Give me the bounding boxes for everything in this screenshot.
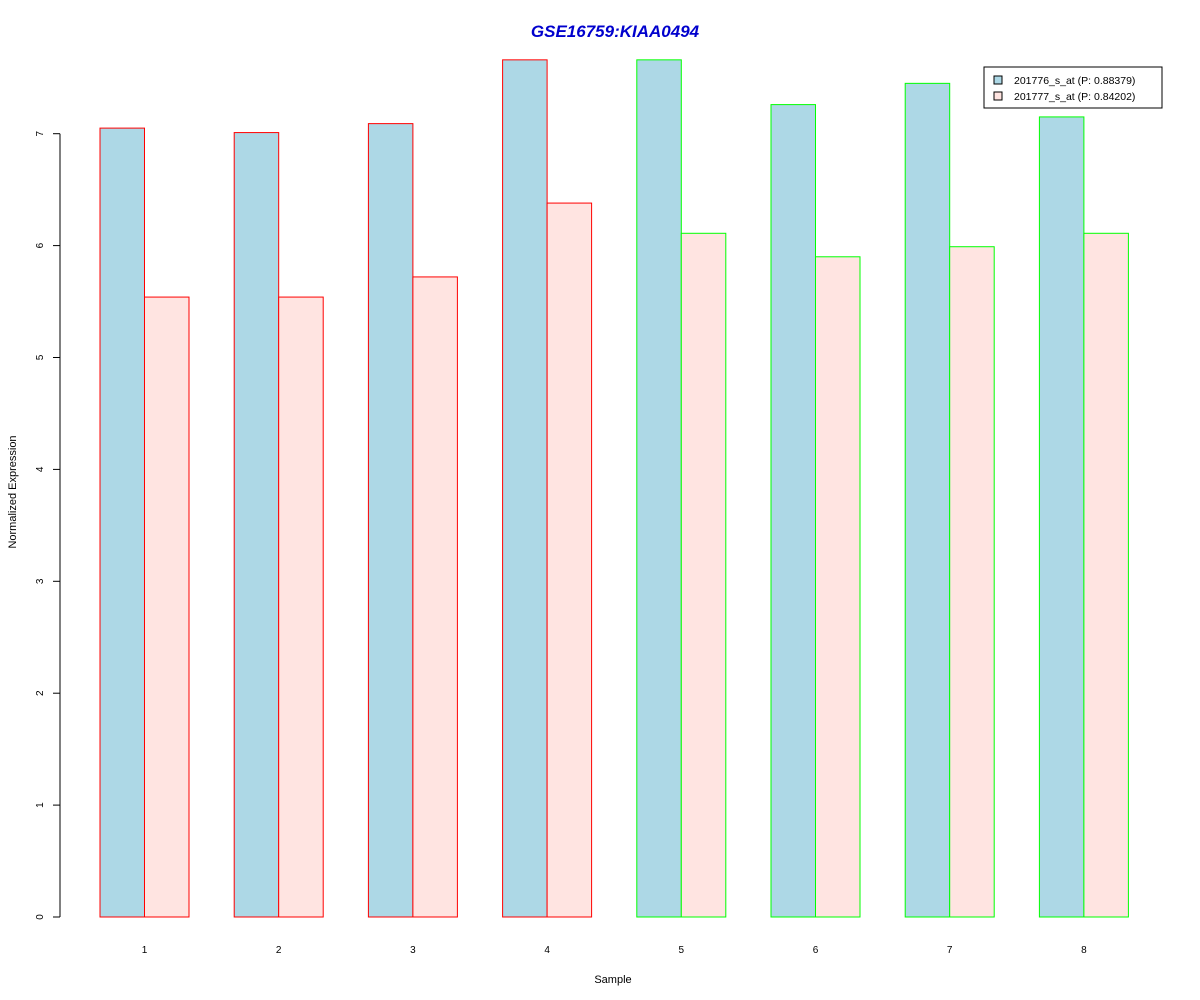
bar-a-sample-6 [770,104,816,918]
bar-a-sample-3 [367,123,414,918]
bar-b-sample-4 [546,202,593,918]
y-tick-label: 5 [35,354,46,360]
bar-b-sample-2 [278,296,324,918]
y-tick-label: 3 [35,578,46,584]
x-tick-label: 8 [1081,945,1087,956]
x-tick-label: 6 [813,945,819,956]
legend-label: 201776_s_at (P: 0.88379) [1014,75,1135,87]
x-tick-label: 7 [947,945,953,956]
y-tick-label: 1 [35,802,46,808]
legend-label: 201777_s_at (P: 0.84202) [1014,91,1135,103]
y-tick-label: 6 [35,242,46,248]
bar-b-sample-3 [412,276,458,918]
bar-a-sample-5 [636,59,682,918]
legend-box [983,66,1163,109]
x-tick-label: 5 [679,945,685,956]
y-tick-label: 2 [35,690,46,696]
bar-a-sample-1 [99,127,145,918]
bar-b-sample-7 [949,246,995,918]
bar-a-sample-8 [1038,116,1085,918]
y-tick-label: 0 [35,914,46,920]
bars [99,59,1129,918]
x-axis-ticks: 1 2 3 4 5 6 7 8 [142,945,1087,956]
legend-swatch [993,75,1003,85]
bar-b-sample-1 [144,296,190,918]
bar-a-sample-4 [502,59,548,918]
chart-title: GSE16759:KIAA0494 [531,22,700,41]
bar-a-sample-7 [904,82,951,918]
x-tick-label: 3 [410,945,416,956]
legend: 201776_s_at (P: 0.88379) 201777_s_at (P: … [983,66,1163,109]
bar-b-sample-5 [680,232,727,918]
y-tick-label: 4 [35,466,46,472]
bar-b-sample-8 [1083,232,1129,918]
legend-swatch [993,91,1003,101]
x-tick-label: 4 [544,945,550,956]
bar-b-sample-6 [815,256,861,918]
x-tick-label: 1 [142,945,148,956]
x-tick-label: 2 [276,945,282,956]
y-axis-label: Normalized Expression [7,435,19,548]
bar-a-sample-2 [233,132,280,918]
x-axis-label: Sample [594,974,631,986]
y-tick-label: 7 [35,130,46,136]
y-axis: 0 1 2 3 4 5 6 7 [35,130,61,920]
